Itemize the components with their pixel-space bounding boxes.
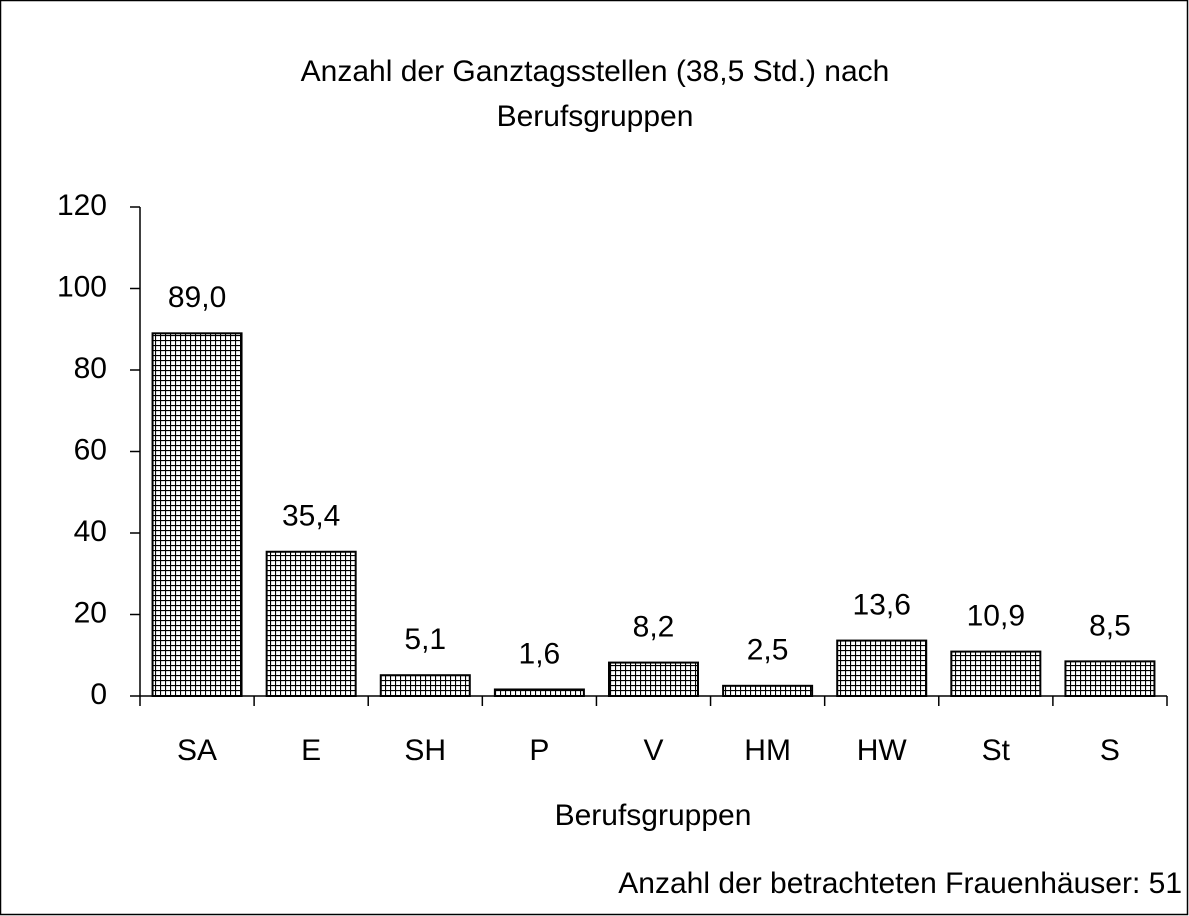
x-tick-label: E <box>301 734 321 767</box>
y-tick-label: 0 <box>90 678 107 711</box>
y-tick-label: 20 <box>74 596 107 629</box>
x-tick-label: V <box>643 734 663 767</box>
bar <box>607 661 700 698</box>
value-label: 35,4 <box>282 500 340 533</box>
bar <box>1064 660 1156 697</box>
bar <box>493 688 585 697</box>
x-tick-label: St <box>982 734 1011 767</box>
x-tick-label: HW <box>857 734 908 767</box>
chart-title: Anzahl der Ganztagsstellen (38,5 Std.) n… <box>301 55 890 88</box>
y-tick-label: 60 <box>74 433 107 466</box>
bar <box>379 674 471 698</box>
annotation: Anzahl der betrachteten Frauenhäuser: 51 <box>618 867 1182 900</box>
bar <box>722 684 814 697</box>
y-tick-label: 80 <box>74 352 107 385</box>
bar <box>265 550 357 697</box>
chart-title: Berufsgruppen <box>497 100 694 133</box>
value-label: 13,6 <box>853 589 911 622</box>
bar <box>950 650 1042 698</box>
x-axis-label: Berufsgruppen <box>555 799 752 832</box>
x-tick-label: SA <box>177 734 217 767</box>
x-tick-label: SH <box>404 734 446 767</box>
x-tick-label: HM <box>744 734 791 767</box>
value-label: 1,6 <box>519 637 561 670</box>
y-tick-label: 40 <box>74 515 107 548</box>
value-label: 5,1 <box>404 623 446 656</box>
value-label: 8,2 <box>633 611 675 644</box>
bar <box>151 332 243 697</box>
value-label: 89,0 <box>168 281 226 314</box>
value-label: 10,9 <box>967 600 1025 633</box>
x-tick-label: P <box>529 734 549 767</box>
value-label: 8,5 <box>1089 609 1131 642</box>
x-tick-label: S <box>1100 734 1120 767</box>
y-tick-label: 120 <box>57 189 107 222</box>
y-tick-label: 100 <box>57 270 107 303</box>
value-label: 2,5 <box>747 634 789 667</box>
bar <box>836 639 928 698</box>
